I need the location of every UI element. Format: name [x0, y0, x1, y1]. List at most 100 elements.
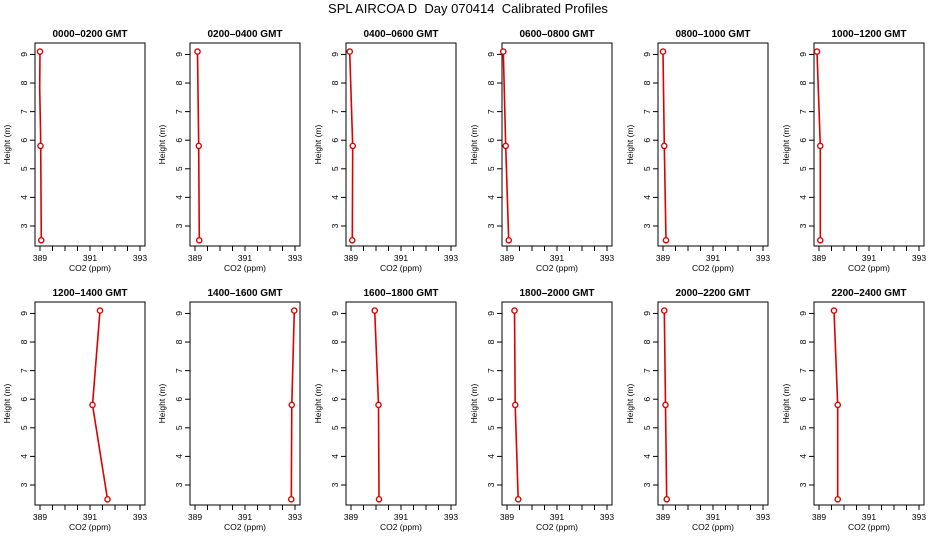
y-tick-label: 8 [486, 339, 496, 344]
y-tick-label: 9 [330, 311, 340, 316]
y-tick-label: 6 [486, 138, 496, 143]
x-tick-label: 391 [238, 512, 252, 522]
y-tick-label: 8 [798, 80, 808, 85]
y-axis-label: Height (m) [157, 125, 167, 165]
x-tick-label: 391 [862, 512, 876, 522]
plot-frame [501, 301, 613, 506]
y-tick-label: 8 [642, 339, 652, 344]
y-tick-label: 6 [330, 397, 340, 402]
y-tick-label: 5 [486, 166, 496, 171]
profile-point [505, 236, 513, 244]
y-tick-label: 7 [19, 109, 29, 114]
y-tick-label: 3 [330, 482, 340, 487]
profile-point [290, 307, 298, 314]
chart-panel: 1800–2000 GMT 389 391 393 CO2 (ppm) 3 4 5 6 7 8 9 He… [469, 288, 614, 532]
x-tick-label: 389 [344, 512, 358, 522]
x-tick-label: 389 [500, 512, 514, 522]
x-tick-label: 393 [912, 253, 926, 263]
y-axis-label: Height (m) [2, 125, 12, 165]
x-tick-label: 389 [812, 253, 826, 263]
y-tick-label: 4 [642, 454, 652, 459]
x-tick-label: 393 [600, 253, 614, 263]
profile-point [502, 142, 510, 150]
panel-title: 2200–2400 GMT [831, 288, 906, 299]
plot-frame [345, 301, 457, 506]
profile-point [371, 307, 379, 314]
y-tick-label: 6 [174, 138, 184, 143]
plot-frame [501, 42, 613, 247]
x-tick-label: 393 [912, 512, 926, 522]
profile-point [813, 48, 821, 55]
y-tick-label: 5 [798, 425, 808, 430]
chart-panel: 2000–2200 GMT 389 391 393 CO2 (ppm) 3 4 5 6 7 8 9 He… [625, 288, 770, 532]
profile-point [816, 142, 824, 150]
x-axis-label: CO2 (ppm) [380, 522, 422, 532]
profile-point [816, 236, 824, 244]
y-tick-label: 5 [174, 425, 184, 430]
x-tick-label: 391 [550, 253, 564, 263]
x-tick-label: 391 [550, 512, 564, 522]
page-title: SPL AIRCOA D Day 070414 Calibrated Profi… [328, 1, 608, 16]
y-tick-label: 8 [330, 339, 340, 344]
x-tick-label: 393 [288, 253, 302, 263]
chart-panel: 0800–1000 GMT 389 391 393 CO2 (ppm) 3 4 5 6 7 8 9 He… [625, 29, 770, 273]
y-tick-label: 6 [174, 397, 184, 402]
profile-point [104, 495, 111, 503]
y-tick-label: 7 [642, 368, 652, 373]
chart-panel: 0200–0400 GMT 389 391 393 CO2 (ppm) 3 4 5 6 7 8 9 He… [157, 29, 302, 273]
y-tick-label: 7 [174, 109, 184, 114]
y-tick-label: 3 [486, 482, 496, 487]
profile-point [195, 236, 203, 244]
profile-point [37, 236, 45, 244]
chart-panel: 0600–0800 GMT 389 391 393 CO2 (ppm) 3 4 5 6 7 8 9 He… [469, 29, 614, 273]
profile-point [660, 307, 668, 314]
y-tick-label: 3 [330, 223, 340, 228]
y-tick-label: 8 [174, 80, 184, 85]
y-tick-label: 7 [19, 368, 29, 373]
profile-point [511, 401, 519, 409]
x-tick-label: 393 [288, 512, 302, 522]
plot-frame [34, 42, 146, 247]
profile-point [89, 401, 96, 409]
profile-point [662, 236, 670, 244]
y-tick-label: 8 [19, 339, 29, 344]
panel-title: 1200–1400 GMT [52, 288, 127, 299]
y-tick-label: 7 [174, 368, 184, 373]
y-axis-label: Height (m) [157, 384, 167, 424]
x-tick-label: 391 [706, 253, 720, 263]
y-tick-label: 3 [642, 482, 652, 487]
y-tick-label: 4 [642, 195, 652, 200]
y-tick-label: 8 [642, 80, 652, 85]
plot-frame [657, 301, 769, 506]
y-tick-label: 3 [798, 223, 808, 228]
y-tick-label: 7 [330, 368, 340, 373]
x-tick-label: 393 [133, 512, 147, 522]
x-tick-label: 393 [600, 512, 614, 522]
y-tick-label: 9 [642, 52, 652, 57]
profile-point [499, 48, 507, 55]
x-tick-label: 393 [756, 512, 770, 522]
y-tick-label: 5 [642, 166, 652, 171]
y-tick-label: 3 [642, 223, 652, 228]
y-tick-label: 7 [486, 109, 496, 114]
x-axis-label: CO2 (ppm) [848, 263, 890, 273]
profile-point [514, 495, 522, 503]
y-axis-label: Height (m) [469, 125, 479, 165]
profile-point [375, 495, 383, 503]
y-tick-label: 9 [174, 311, 184, 316]
profile-point [830, 307, 838, 314]
y-tick-label: 5 [330, 166, 340, 171]
plot-frame [189, 42, 301, 247]
y-axis-label: Height (m) [625, 125, 635, 165]
panel-title: 0600–0800 GMT [519, 29, 594, 40]
x-tick-label: 393 [756, 253, 770, 263]
profile-point [349, 142, 357, 150]
y-tick-label: 6 [798, 138, 808, 143]
y-tick-label: 9 [174, 52, 184, 57]
panel-title: 1400–1600 GMT [207, 288, 282, 299]
y-tick-label: 6 [642, 397, 652, 402]
y-tick-label: 8 [19, 80, 29, 85]
profile-point [375, 401, 382, 409]
panel-title: 0200–0400 GMT [207, 29, 282, 40]
plot-frame [345, 42, 457, 247]
